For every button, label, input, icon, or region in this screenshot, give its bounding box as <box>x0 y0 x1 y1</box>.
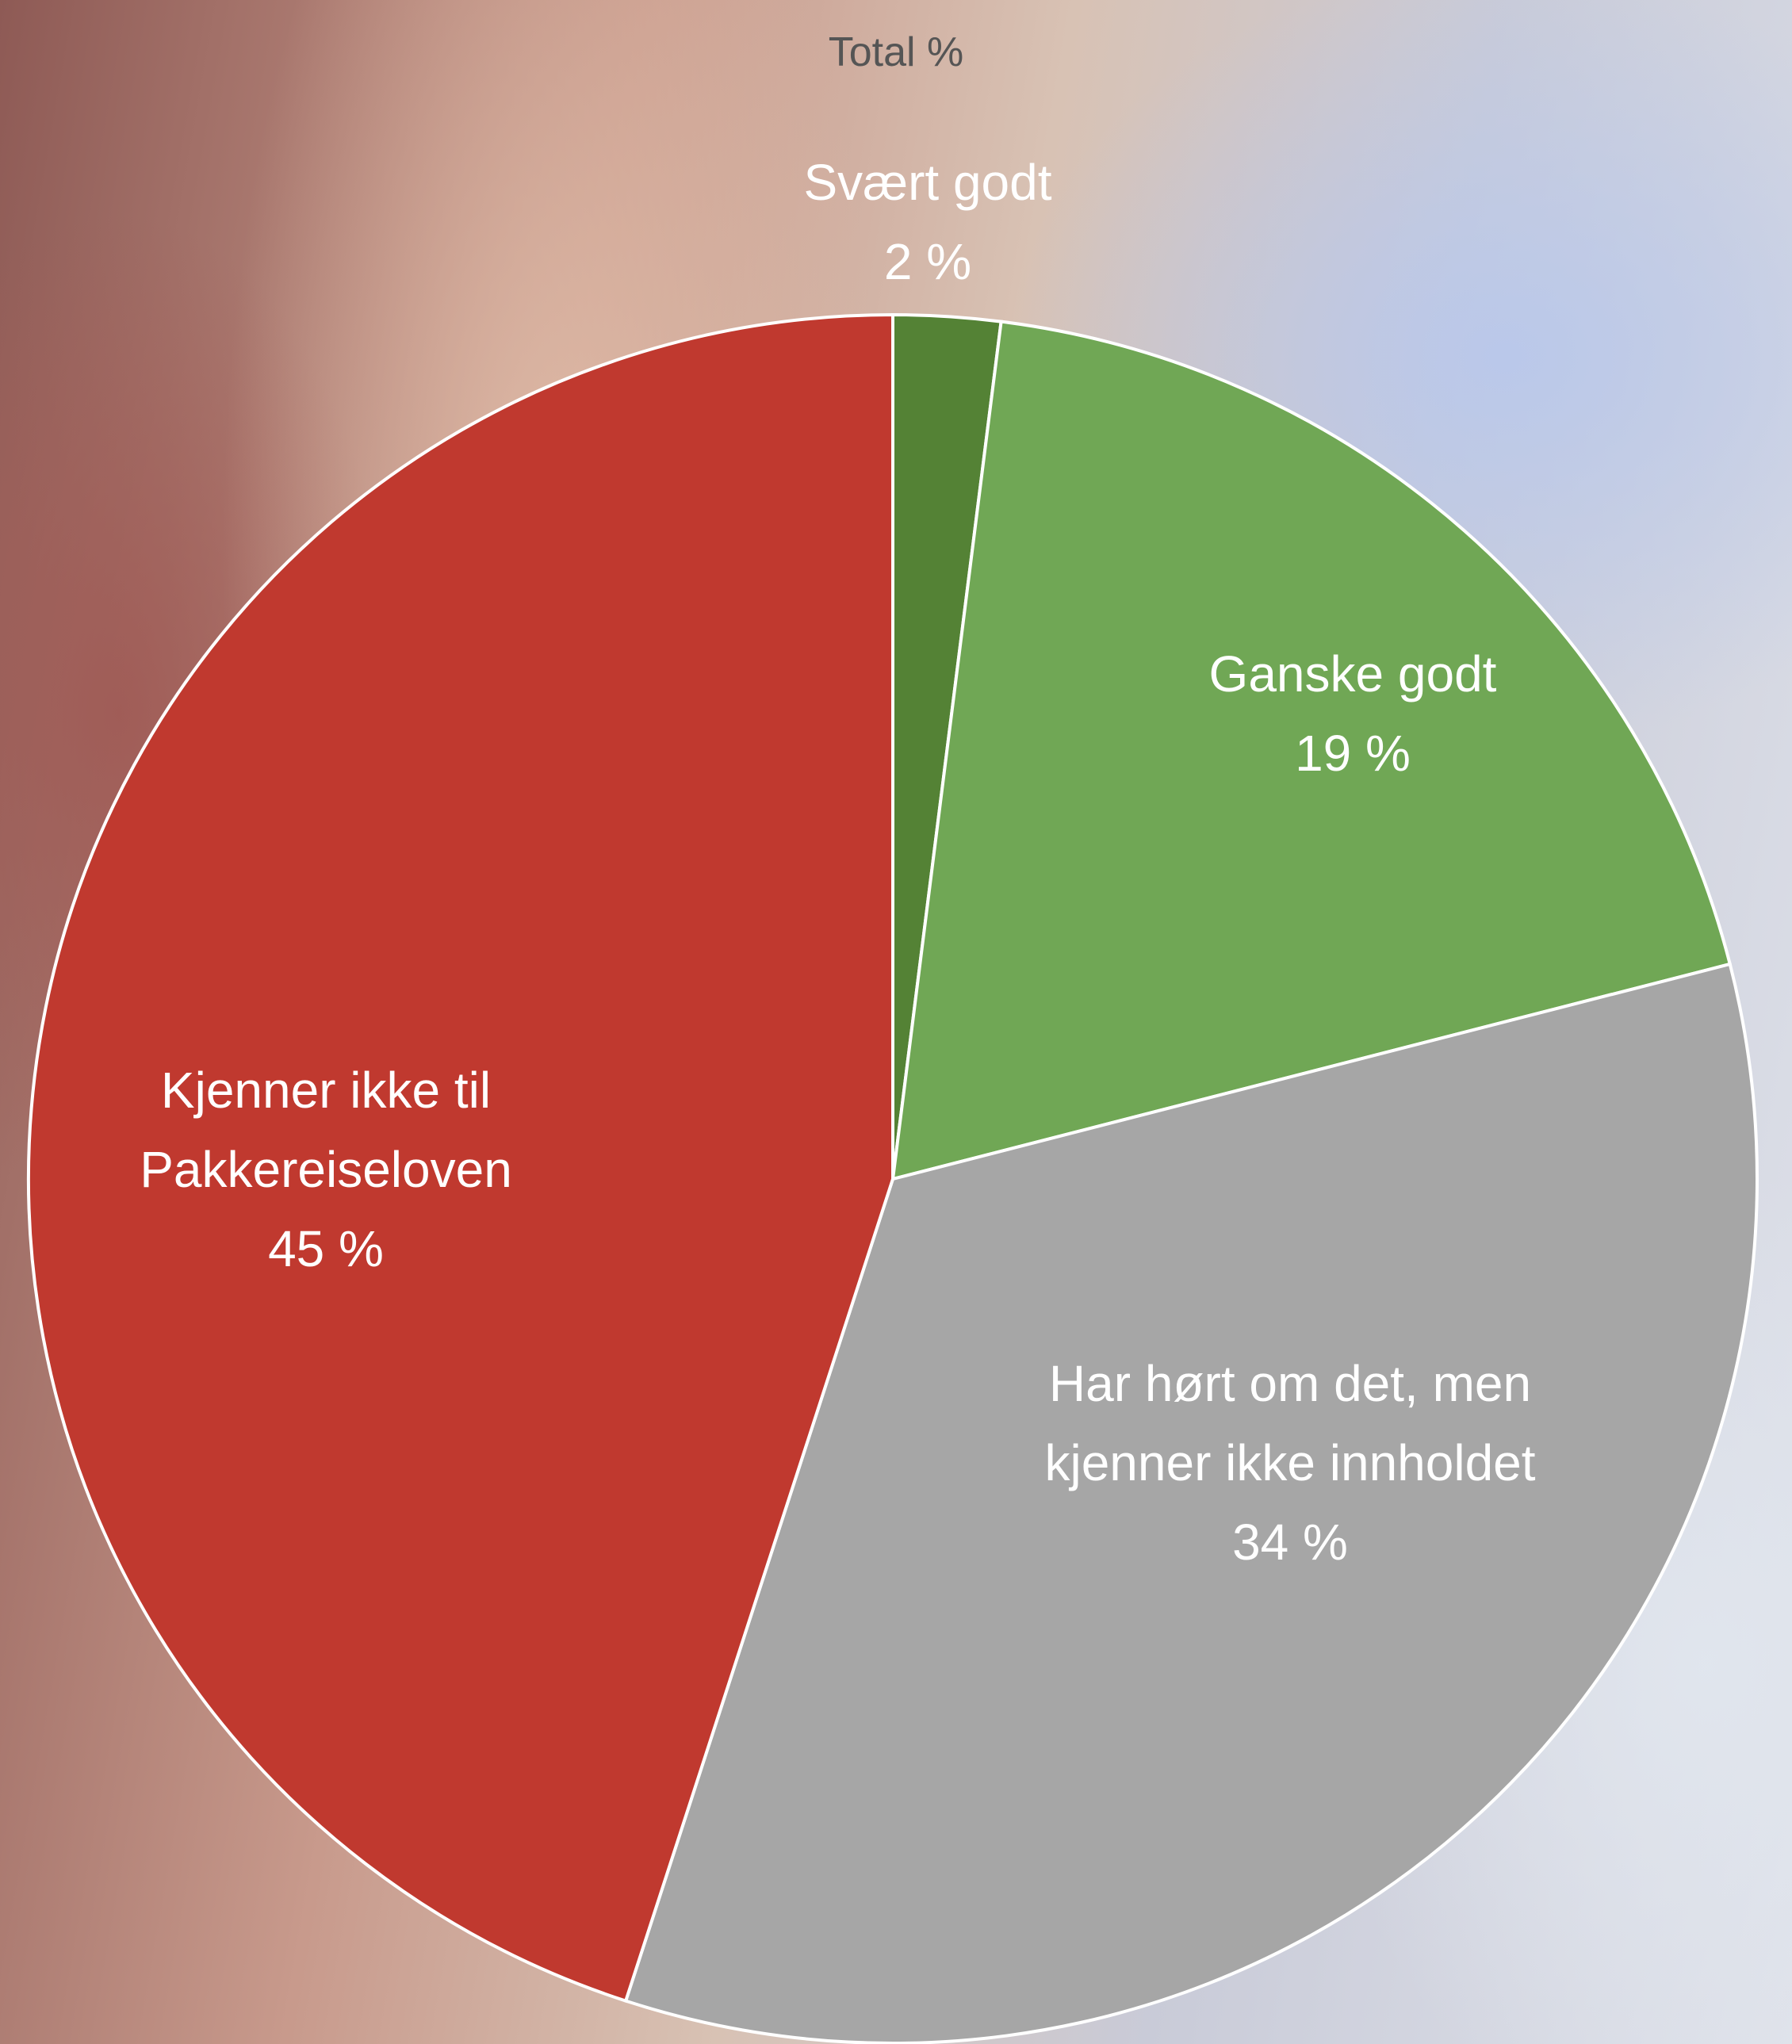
slice-value: 2 % <box>883 233 972 290</box>
slice-label: Kjenner ikke til Pakkereiseloven 45 % <box>72 1051 580 1288</box>
pie-slice <box>27 312 894 2004</box>
chart-title: Total % <box>828 29 964 75</box>
slice-value: 19 % <box>1295 725 1411 782</box>
pie-slice <box>890 320 1733 1181</box>
slice-name: Svært godt <box>803 154 1052 211</box>
slice-label: Svært godt 2 % <box>690 143 1166 301</box>
slice-name: Har hørt om det, men kjenner ikke innhol… <box>1044 1355 1536 1491</box>
slice-value: 45 % <box>268 1220 384 1277</box>
pie-slice <box>623 962 1759 2044</box>
slice-name: Ganske godt <box>1208 645 1497 702</box>
slice-label: Har hørt om det, men kjenner ikke innhol… <box>1036 1344 1544 1582</box>
slice-value: 34 % <box>1232 1514 1348 1571</box>
slice-label: Ganske godt 19 % <box>1067 634 1638 793</box>
slice-name: Kjenner ikke til Pakkereiseloven <box>140 1062 512 1198</box>
